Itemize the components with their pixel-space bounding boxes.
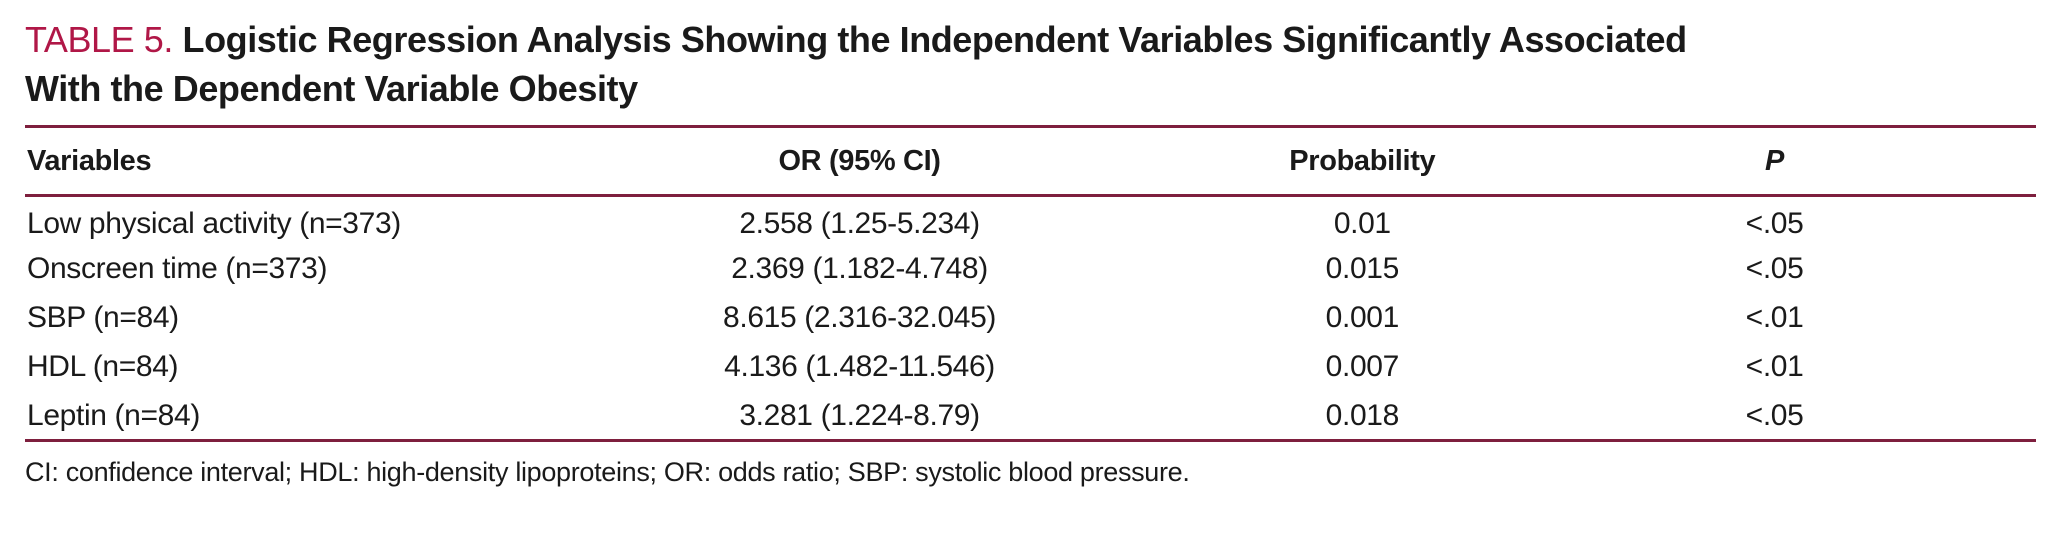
table-footnote: CI: confidence interval; HDL: high-densi… [25,457,1190,488]
regression-table: Variables OR (95% CI) Probability P Low … [25,127,2036,443]
cell-variable: Low physical activity (n=373) [27,207,401,241]
cell-p-value: <.05 [1745,398,1804,432]
table-title-line1: Logistic Regression Analysis Showing the… [182,19,1688,60]
table-title-line2: With the Dependent Variable Obesity [25,67,638,109]
cell-or-ci: 3.281 (1.224-8.79) [739,398,980,432]
table-row: SBP (n=84) 8.615 (2.316-32.045) 0.001 <.… [25,294,2036,343]
table-title: TABLE 5. Logistic Regression Analysis Sh… [25,16,2036,128]
cell-or-ci: 2.369 (1.182-4.748) [731,252,988,286]
column-header-variables: Variables [25,127,508,198]
column-header-probability: Probability [1211,127,1514,198]
table-row: HDL (n=84) 4.136 (1.482-11.546) 0.007 <.… [25,343,2036,392]
column-header-p-value: P [1513,127,2036,198]
cell-p-value: <.01 [1745,301,1804,335]
cell-variable: HDL (n=84) [27,350,179,384]
cell-probability: 0.007 [1325,350,1400,384]
table-row: Leptin (n=84) 3.281 (1.224-8.79) 0.018 <… [25,392,2036,441]
cell-or-ci: 2.558 (1.25-5.234) [739,207,980,241]
cell-probability: 0.018 [1325,398,1400,432]
cell-probability: 0.01 [1333,207,1391,241]
cell-probability: 0.015 [1325,252,1400,286]
table-row: Low physical activity (n=373) 2.558 (1.2… [25,196,2036,245]
cell-or-ci: 4.136 (1.482-11.546) [724,350,995,384]
cell-variable: SBP (n=84) [27,301,179,335]
cell-p-value: <.01 [1745,350,1804,384]
cell-p-value: <.05 [1745,252,1804,286]
cell-variable: Leptin (n=84) [27,398,200,432]
cell-variable: Onscreen time (n=373) [27,252,328,286]
cell-probability: 0.001 [1325,301,1400,335]
cell-or-ci: 8.615 (2.316-32.045) [723,301,997,335]
column-header-or-ci: OR (95% CI) [507,127,1212,198]
table-number-label: TABLE 5. [25,19,173,60]
table-row: Onscreen time (n=373) 2.369 (1.182-4.748… [25,245,2036,294]
table-header-row: Variables OR (95% CI) Probability P [25,127,2036,198]
cell-p-value: <.05 [1745,207,1804,241]
